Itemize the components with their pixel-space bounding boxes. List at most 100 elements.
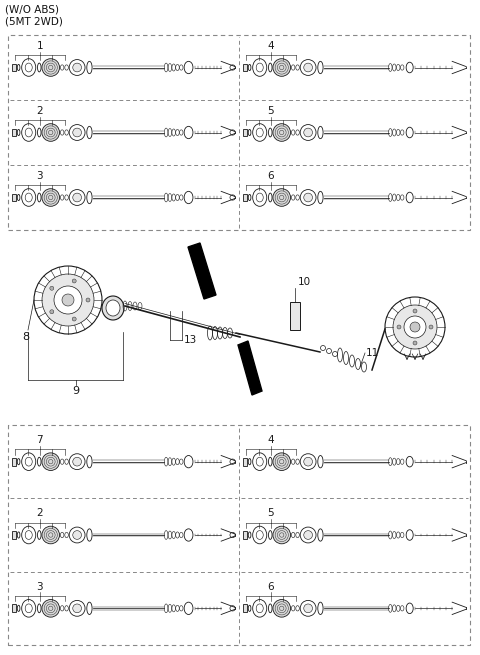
Ellipse shape bbox=[410, 322, 420, 332]
Ellipse shape bbox=[273, 599, 290, 617]
Ellipse shape bbox=[406, 62, 413, 73]
Ellipse shape bbox=[17, 458, 20, 465]
Ellipse shape bbox=[318, 126, 323, 139]
Ellipse shape bbox=[42, 59, 60, 76]
Ellipse shape bbox=[87, 529, 92, 541]
Bar bbox=[8, 425, 470, 645]
Ellipse shape bbox=[69, 601, 85, 616]
Bar bbox=[12, 458, 16, 466]
Ellipse shape bbox=[102, 296, 124, 320]
Ellipse shape bbox=[25, 128, 32, 137]
Ellipse shape bbox=[273, 189, 290, 206]
Ellipse shape bbox=[65, 65, 68, 70]
Ellipse shape bbox=[72, 279, 76, 283]
Ellipse shape bbox=[304, 531, 312, 539]
Ellipse shape bbox=[406, 530, 413, 540]
Ellipse shape bbox=[106, 300, 120, 316]
Text: 3: 3 bbox=[36, 582, 43, 591]
Text: 11: 11 bbox=[366, 348, 379, 358]
Ellipse shape bbox=[87, 62, 92, 73]
Ellipse shape bbox=[252, 599, 267, 617]
Bar bbox=[290, 302, 300, 330]
Ellipse shape bbox=[69, 60, 85, 75]
Ellipse shape bbox=[300, 601, 316, 616]
Ellipse shape bbox=[25, 457, 32, 466]
Ellipse shape bbox=[22, 59, 36, 76]
Ellipse shape bbox=[252, 124, 267, 141]
Text: 4: 4 bbox=[268, 435, 274, 445]
Ellipse shape bbox=[300, 124, 316, 140]
Ellipse shape bbox=[65, 533, 68, 538]
Bar bbox=[243, 193, 247, 202]
Ellipse shape bbox=[87, 455, 92, 468]
Text: 9: 9 bbox=[72, 386, 79, 396]
Ellipse shape bbox=[17, 130, 20, 136]
Ellipse shape bbox=[73, 193, 82, 202]
Ellipse shape bbox=[318, 602, 323, 614]
Ellipse shape bbox=[87, 126, 92, 139]
Ellipse shape bbox=[256, 457, 263, 466]
Ellipse shape bbox=[318, 455, 323, 468]
Ellipse shape bbox=[296, 130, 300, 135]
Ellipse shape bbox=[273, 124, 290, 141]
Ellipse shape bbox=[296, 606, 300, 611]
Bar bbox=[8, 35, 470, 230]
Ellipse shape bbox=[25, 604, 32, 612]
Ellipse shape bbox=[37, 457, 41, 466]
Ellipse shape bbox=[87, 191, 92, 204]
Ellipse shape bbox=[300, 454, 316, 470]
Ellipse shape bbox=[252, 189, 267, 206]
Bar bbox=[12, 64, 16, 71]
Ellipse shape bbox=[17, 605, 20, 611]
Ellipse shape bbox=[318, 529, 323, 541]
Ellipse shape bbox=[268, 63, 272, 72]
Ellipse shape bbox=[296, 195, 300, 200]
Ellipse shape bbox=[296, 459, 300, 464]
Bar bbox=[243, 458, 247, 466]
Text: 1: 1 bbox=[36, 41, 43, 51]
Bar bbox=[243, 605, 247, 612]
Ellipse shape bbox=[42, 124, 60, 141]
Ellipse shape bbox=[230, 606, 235, 611]
Ellipse shape bbox=[318, 62, 323, 73]
Ellipse shape bbox=[230, 65, 235, 70]
Ellipse shape bbox=[37, 128, 41, 137]
Ellipse shape bbox=[60, 130, 64, 135]
Ellipse shape bbox=[73, 604, 82, 612]
Ellipse shape bbox=[318, 191, 323, 204]
Ellipse shape bbox=[184, 455, 193, 468]
Ellipse shape bbox=[413, 341, 417, 345]
Ellipse shape bbox=[86, 298, 90, 302]
Text: 10: 10 bbox=[298, 277, 311, 287]
Ellipse shape bbox=[184, 602, 193, 614]
Ellipse shape bbox=[296, 533, 300, 538]
Ellipse shape bbox=[42, 274, 94, 326]
Ellipse shape bbox=[87, 602, 92, 614]
Ellipse shape bbox=[304, 604, 312, 612]
Text: 5: 5 bbox=[268, 508, 274, 518]
Ellipse shape bbox=[69, 124, 85, 140]
Ellipse shape bbox=[252, 453, 267, 470]
Bar bbox=[243, 64, 247, 71]
Ellipse shape bbox=[268, 604, 272, 612]
Ellipse shape bbox=[54, 286, 82, 314]
Ellipse shape bbox=[230, 533, 235, 538]
Ellipse shape bbox=[60, 606, 64, 611]
Ellipse shape bbox=[60, 459, 64, 464]
Polygon shape bbox=[188, 243, 216, 299]
Ellipse shape bbox=[248, 458, 251, 465]
Ellipse shape bbox=[248, 64, 251, 71]
Ellipse shape bbox=[73, 531, 82, 539]
Ellipse shape bbox=[406, 127, 413, 138]
Ellipse shape bbox=[252, 59, 267, 76]
Ellipse shape bbox=[429, 325, 433, 329]
Ellipse shape bbox=[17, 532, 20, 538]
Ellipse shape bbox=[252, 526, 267, 544]
Ellipse shape bbox=[184, 529, 193, 541]
Ellipse shape bbox=[22, 189, 36, 206]
Ellipse shape bbox=[17, 64, 20, 71]
Ellipse shape bbox=[304, 457, 312, 466]
Ellipse shape bbox=[73, 63, 82, 72]
Text: 2: 2 bbox=[36, 508, 43, 518]
Ellipse shape bbox=[184, 191, 193, 204]
